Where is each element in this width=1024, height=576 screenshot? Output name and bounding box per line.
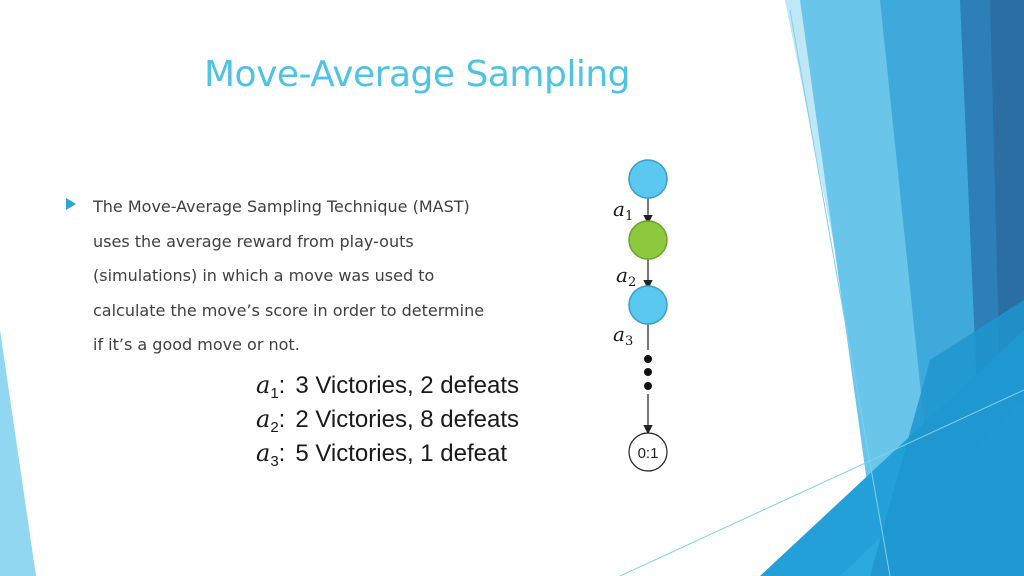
bullet-line: The Move-Average Sampling Technique (MAS… (93, 197, 470, 216)
tree-node (628, 220, 668, 260)
tree-node (628, 159, 668, 199)
tally-row-a2: a2: 2 Victories, 8 defeats (256, 404, 519, 438)
move-variable: a (256, 405, 271, 433)
tally-separator: : (278, 372, 286, 399)
tally-row-a1: a1: 3 Victories, 2 defeats (256, 370, 519, 404)
tally-text: 5 Victories, 1 defeat (295, 440, 508, 467)
edge-label-a3: a3 (613, 322, 634, 349)
move-subscript: 1 (270, 385, 279, 402)
tally-text: 2 Victories, 8 defeats (295, 406, 520, 433)
move-tallies: a1: 3 Victories, 2 defeats a2: 2 Victories… (256, 370, 519, 472)
leaf-node (628, 432, 668, 472)
bullet-line: (simulations) in which a move was used t… (93, 266, 435, 285)
edge-variable: a (613, 322, 625, 346)
edge-label-a1: a1 (613, 197, 634, 224)
ellipsis-dot (644, 355, 652, 363)
tree-graphic: 0:1 (628, 159, 668, 472)
bullet-line: if it’s a good move or not. (93, 335, 300, 354)
slide-title: Move-Average Sampling (203, 54, 631, 95)
tally-separator: : (278, 440, 286, 467)
bullet-line: calculate the move’s score in order to d… (93, 300, 485, 320)
ellipsis-dot (644, 382, 652, 390)
tally-row-a3: a3: 5 Victories, 1 defeat (256, 438, 519, 472)
edge-subscript: 2 (627, 275, 637, 290)
tally-separator: : (278, 406, 286, 433)
bullet-paragraph: The Move-Average Sampling Technique (MAS… (93, 190, 553, 363)
tally-text: 3 Victories, 2 defeats (295, 372, 520, 399)
move-subscript: 2 (270, 419, 279, 436)
edge-label-a2: a2 (616, 263, 637, 290)
playout-tree: 0:1 a1 a2 a3 (600, 150, 700, 480)
move-variable: a (256, 371, 271, 399)
ellipsis-dot (644, 368, 652, 376)
edge-variable: a (616, 263, 628, 287)
edge-subscript: 1 (624, 209, 634, 224)
bullet-line: uses the average reward from play-outs (93, 231, 414, 251)
bullet-arrow-icon (66, 198, 76, 210)
tree-node (628, 285, 668, 325)
edge-subscript: 3 (624, 334, 634, 349)
move-subscript: 3 (270, 453, 279, 470)
edge-variable: a (613, 197, 625, 221)
move-variable: a (256, 439, 271, 467)
leaf-node-label: 0:1 (638, 445, 659, 462)
